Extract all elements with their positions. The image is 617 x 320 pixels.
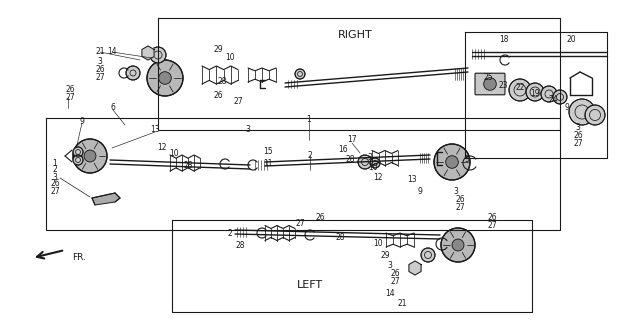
Text: 19: 19 <box>530 89 540 98</box>
Text: 27: 27 <box>95 74 105 83</box>
Circle shape <box>541 86 557 102</box>
Text: 26: 26 <box>65 85 75 94</box>
Text: 2: 2 <box>308 150 312 159</box>
Text: 3: 3 <box>368 154 373 163</box>
Circle shape <box>73 147 83 157</box>
Text: 15: 15 <box>263 148 273 156</box>
Text: 29: 29 <box>380 251 390 260</box>
Text: 20: 20 <box>566 36 576 44</box>
Text: 12: 12 <box>157 143 167 153</box>
Circle shape <box>84 150 96 162</box>
Text: 10: 10 <box>225 52 235 61</box>
Text: 3: 3 <box>97 58 102 67</box>
Text: LEFT: LEFT <box>297 280 323 290</box>
Text: 3: 3 <box>576 124 581 132</box>
Text: 29: 29 <box>213 45 223 54</box>
Circle shape <box>295 69 305 79</box>
Text: RIGHT: RIGHT <box>337 30 373 40</box>
Text: 24: 24 <box>548 95 558 105</box>
Circle shape <box>126 66 140 80</box>
Circle shape <box>553 90 567 104</box>
Text: 3: 3 <box>52 172 57 181</box>
Text: 27: 27 <box>50 187 60 196</box>
Text: 27: 27 <box>295 220 305 228</box>
Polygon shape <box>92 193 120 205</box>
Circle shape <box>421 248 435 262</box>
FancyBboxPatch shape <box>475 73 505 95</box>
Circle shape <box>150 47 166 63</box>
Text: 26: 26 <box>390 268 400 277</box>
Text: 26: 26 <box>455 196 465 204</box>
Circle shape <box>445 156 458 168</box>
Text: 5: 5 <box>465 156 470 164</box>
Circle shape <box>358 155 372 169</box>
Text: 2: 2 <box>52 165 57 174</box>
Circle shape <box>147 60 183 96</box>
Text: 14: 14 <box>385 289 395 298</box>
Polygon shape <box>409 261 421 275</box>
Text: 11: 11 <box>263 158 273 167</box>
Text: 13: 13 <box>150 125 160 134</box>
Text: 10: 10 <box>373 238 383 247</box>
Text: 27: 27 <box>65 92 75 101</box>
Circle shape <box>73 155 83 165</box>
Text: 22: 22 <box>515 84 524 92</box>
Text: 26: 26 <box>50 180 60 188</box>
Text: 21: 21 <box>397 299 407 308</box>
Circle shape <box>370 158 380 168</box>
Text: 28: 28 <box>217 77 227 86</box>
Text: 27: 27 <box>455 204 465 212</box>
Text: 27: 27 <box>233 98 243 107</box>
Text: 9: 9 <box>80 117 85 126</box>
Circle shape <box>509 79 531 101</box>
Text: 16: 16 <box>338 146 348 155</box>
Circle shape <box>452 239 464 251</box>
Text: 2: 2 <box>228 228 233 237</box>
Text: 14: 14 <box>107 47 117 57</box>
Text: 18: 18 <box>499 36 509 44</box>
Circle shape <box>585 105 605 125</box>
Text: 27: 27 <box>573 140 583 148</box>
Text: 26: 26 <box>95 66 105 75</box>
Circle shape <box>434 144 470 180</box>
Text: 27: 27 <box>390 276 400 285</box>
Text: 3: 3 <box>387 260 392 269</box>
Text: 26: 26 <box>315 213 325 222</box>
Text: 25: 25 <box>483 74 493 83</box>
Text: 10: 10 <box>368 164 378 172</box>
Text: 28: 28 <box>346 156 355 164</box>
Text: 26: 26 <box>487 213 497 222</box>
Text: 27: 27 <box>487 221 497 230</box>
Text: 1: 1 <box>307 116 312 124</box>
Text: 12: 12 <box>373 173 383 182</box>
Text: 28: 28 <box>183 161 193 170</box>
Circle shape <box>526 83 544 101</box>
Text: 23: 23 <box>498 81 508 90</box>
Text: FR.: FR. <box>72 252 86 261</box>
Circle shape <box>441 228 475 262</box>
Text: 1: 1 <box>52 158 57 167</box>
Text: 26: 26 <box>573 132 583 140</box>
Circle shape <box>73 139 107 173</box>
Text: 3: 3 <box>453 188 458 196</box>
Text: 28: 28 <box>235 241 245 250</box>
Text: 6: 6 <box>110 103 115 113</box>
Circle shape <box>569 99 595 125</box>
Text: 9: 9 <box>565 103 569 113</box>
Text: 9: 9 <box>418 188 423 196</box>
Circle shape <box>484 78 496 90</box>
Circle shape <box>159 72 172 84</box>
Text: 21: 21 <box>95 47 105 57</box>
Text: 13: 13 <box>407 175 417 185</box>
Text: 17: 17 <box>347 135 357 145</box>
Text: 26: 26 <box>213 91 223 100</box>
Polygon shape <box>142 46 154 60</box>
Text: 28: 28 <box>335 234 345 243</box>
Text: 10: 10 <box>169 148 179 157</box>
Text: 3: 3 <box>246 125 251 134</box>
